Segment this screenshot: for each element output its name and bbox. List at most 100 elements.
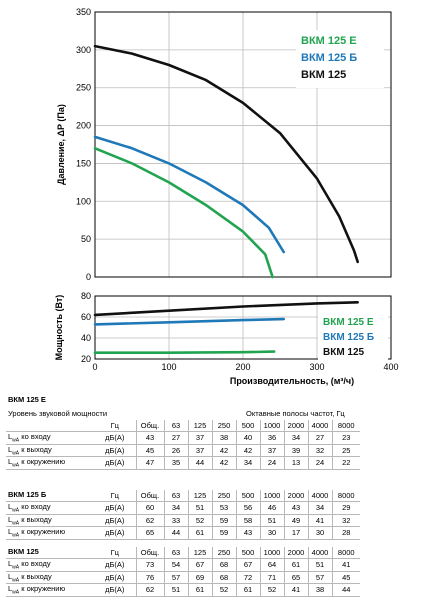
legend-entry: ВКМ 125 Е (323, 317, 374, 328)
table-cell: 40 (235, 431, 260, 445)
table-cell: 51 (307, 558, 332, 572)
table-header-row: Гц Общ. 63 125 250 500 1000 2000 4000 8000 (6, 420, 360, 432)
y-tick-label: 60 (81, 312, 91, 322)
table-cell: 62 (135, 583, 164, 597)
row-unit: дБ(А) (94, 583, 136, 597)
legend-box (296, 30, 384, 88)
table-cell: 24 (307, 456, 332, 470)
table-row: LwA ко входу дБ(А) 60 34 51 53 56 46 43 34 29 (6, 501, 360, 515)
header-cell: 63 (163, 547, 188, 559)
series-line-1 (93, 147, 274, 279)
row-label: LwA к окружению (6, 526, 94, 540)
legend-entry: ВКМ 125 Б (323, 332, 374, 343)
table-cell: 64 (259, 558, 284, 572)
table-row: LwA к окружению дБ(А) 62 51 61 52 61 52 41 38 44 (6, 583, 360, 597)
table-cell: 42 (211, 456, 236, 470)
series-line-2 (93, 317, 286, 326)
table-row: LwA ко входу дБ(А) 43 27 37 38 40 36 34 27 23 (6, 431, 360, 445)
table-cell: 23 (331, 431, 360, 445)
table-cell: 65 (135, 526, 164, 540)
row-label: LwA ко входу (6, 431, 94, 445)
table-cell: 35 (163, 456, 188, 470)
table-cell: 51 (259, 514, 284, 527)
legend-entry: ВКМ 125 Е (301, 35, 357, 47)
header-cell: 2000 (283, 490, 308, 502)
header-cell: 1000 (259, 490, 284, 502)
table-row: LwA ко входу дБ(А) 73 54 67 68 67 64 61 51 41 (6, 558, 360, 572)
header-cell: 4000 (307, 547, 332, 559)
legend-entry: ВКМ 125 Б (301, 52, 357, 64)
row-unit: дБ(А) (94, 501, 136, 515)
row-unit: дБ(А) (94, 431, 136, 445)
header-cell: 1000 (259, 420, 284, 432)
table-cell: 68 (211, 558, 236, 572)
plot-frame (94, 295, 392, 360)
header-cell: 63 (163, 420, 188, 432)
table-cell: 44 (163, 526, 188, 540)
table-subtitle: Уровень звуковой мощности (8, 409, 108, 418)
table-cell: 34 (283, 431, 308, 445)
table-cell: 32 (307, 444, 332, 457)
table-cell: 42 (235, 444, 260, 457)
table-cell: 37 (187, 444, 212, 457)
legend-entry: ВКМ 125 (323, 347, 365, 358)
header-blank (6, 490, 94, 502)
table-cell: 43 (283, 501, 308, 515)
table-cell: 38 (307, 583, 332, 597)
table-cell: 51 (163, 583, 188, 597)
y-tick-label: 300 (76, 45, 91, 55)
legend-box (318, 314, 388, 360)
table-cell: 52 (187, 514, 212, 527)
row-label: LwA ко входу (6, 501, 94, 515)
row-unit: дБ(А) (94, 514, 136, 527)
table-cell: 39 (283, 444, 308, 457)
x-tick-label: 400 (383, 362, 398, 372)
table-cell: 61 (187, 583, 212, 597)
row-unit: дБ(А) (94, 571, 136, 584)
header-cell: 500 (235, 490, 260, 502)
table-cell: 61 (235, 583, 260, 597)
table-cell: 41 (283, 583, 308, 597)
table-cell: 41 (307, 514, 332, 527)
table-cell: 26 (163, 444, 188, 457)
header-cell: 250 (211, 420, 236, 432)
header-cell: 2000 (283, 420, 308, 432)
header-cell: Общ. (135, 420, 164, 432)
x-tick-label: 0 (92, 362, 97, 372)
table-cell: 59 (211, 514, 236, 527)
table-cell: 34 (307, 501, 332, 515)
x-axis-label: Производительность, (м³/ч) (230, 376, 354, 386)
table-cell: 45 (331, 571, 360, 584)
table-cell: 73 (135, 558, 164, 572)
table-cell: 22 (331, 456, 360, 470)
header-cell: 4000 (307, 490, 332, 502)
header-blank (6, 547, 94, 559)
y-tick-label: 100 (76, 196, 91, 206)
header-cell: 500 (235, 420, 260, 432)
header-cell: 125 (187, 490, 212, 502)
table-cell: 37 (187, 431, 212, 445)
table-cell: 60 (135, 501, 164, 515)
header-cell: 500 (235, 547, 260, 559)
header-cell: 250 (211, 547, 236, 559)
header-cell: 4000 (307, 420, 332, 432)
table-cell: 30 (259, 526, 284, 540)
table-cell: 24 (259, 456, 284, 470)
sound-table-e: Гц Общ. 63 125 250 500 1000 2000 4000 8000 LwA ко … (6, 420, 360, 470)
sound-table-b: Гц Общ. 63 125 250 500 1000 2000 4000 8000 LwA ко … (6, 490, 360, 540)
row-label: LwA к выходу (6, 571, 94, 584)
x-tick-label: 100 (161, 362, 176, 372)
power-chart: 20 40 60 80 0 100 200 300 400 Мощность (Вт) Произв… (54, 291, 399, 386)
table-cell: 56 (235, 501, 260, 515)
table-cell: 29 (331, 501, 360, 515)
table-row: LwA к окружению дБ(А) 65 44 61 59 43 30 17 30 28 (6, 526, 360, 540)
y-axis-label: Мощность (Вт) (54, 295, 64, 361)
table-title-e: ВКМ 125 Е (8, 395, 46, 404)
row-unit: дБ(А) (94, 444, 136, 457)
table-row: LwA к выходу дБ(А) 62 33 52 59 58 51 49 41 32 (6, 514, 360, 527)
table-cell: 32 (331, 514, 360, 527)
table-cell: 76 (135, 571, 164, 584)
plot-frame (94, 11, 392, 278)
y-tick-label: 350 (76, 7, 91, 17)
y-tick-label: 0 (86, 272, 91, 282)
